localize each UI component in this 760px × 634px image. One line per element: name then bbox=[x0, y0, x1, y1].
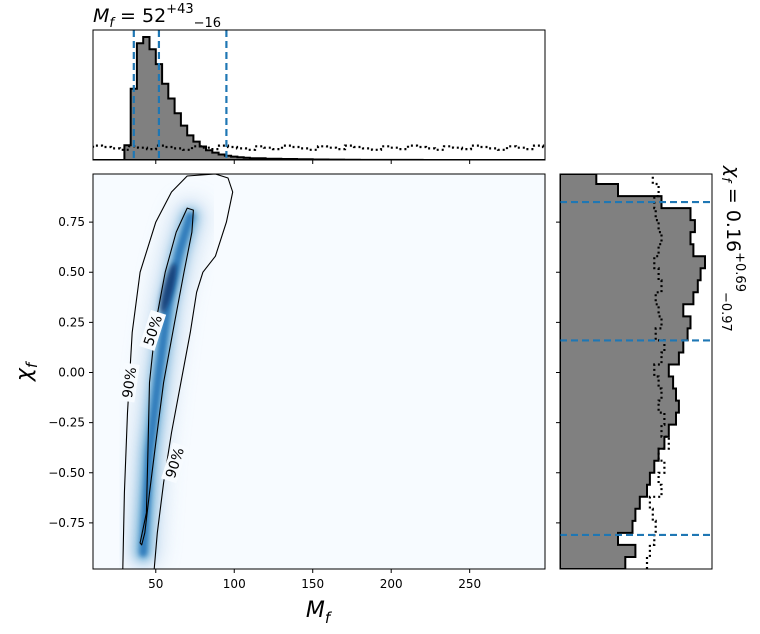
y-tick-label: −0.50 bbox=[48, 466, 85, 480]
mf-marginal-panel: Mf = 52+43−16 bbox=[92, 2, 546, 164]
x-tick-label: 150 bbox=[301, 577, 324, 591]
x-axis-label: Mf bbox=[306, 598, 333, 627]
contour-label-bg bbox=[161, 442, 189, 484]
x-tick-label: 250 bbox=[458, 577, 481, 591]
y-tick-label: −0.25 bbox=[48, 416, 85, 430]
density-peak bbox=[160, 263, 177, 314]
chif-prior-line bbox=[645, 174, 670, 569]
y-tick-label: −0.75 bbox=[48, 516, 85, 530]
chif-marginal-panel: χf = 0.16+0.69−0.97 bbox=[556, 165, 747, 570]
y-tick-label: 0.50 bbox=[58, 265, 85, 279]
chif-title: χf = 0.16+0.69−0.97 bbox=[718, 165, 747, 332]
y-axis-label: χf bbox=[12, 360, 41, 382]
x-tick-label: 50 bbox=[148, 577, 163, 591]
contour-90 bbox=[122, 174, 234, 569]
chif-posterior-histogram bbox=[560, 174, 706, 569]
x-tick-label: 200 bbox=[380, 577, 403, 591]
contour-label-bg bbox=[139, 309, 167, 351]
y-tick-label: 0.00 bbox=[58, 366, 85, 380]
x-tick-label: 100 bbox=[223, 577, 246, 591]
contour-label: 90% bbox=[120, 366, 140, 399]
y-tick-label: 0.75 bbox=[58, 215, 85, 229]
contour-label-bg bbox=[118, 362, 140, 403]
mf-prior-line bbox=[93, 144, 545, 151]
joint-density-panel: 50%90%90% 50 100 150 200 250−0.75−0.50−0.250… bbox=[12, 173, 546, 627]
density-core bbox=[139, 212, 195, 557]
y-tick-label: 0.25 bbox=[58, 315, 85, 329]
mf-title: Mf = 52+43−16 bbox=[93, 2, 221, 31]
contour-50 bbox=[139, 207, 194, 546]
